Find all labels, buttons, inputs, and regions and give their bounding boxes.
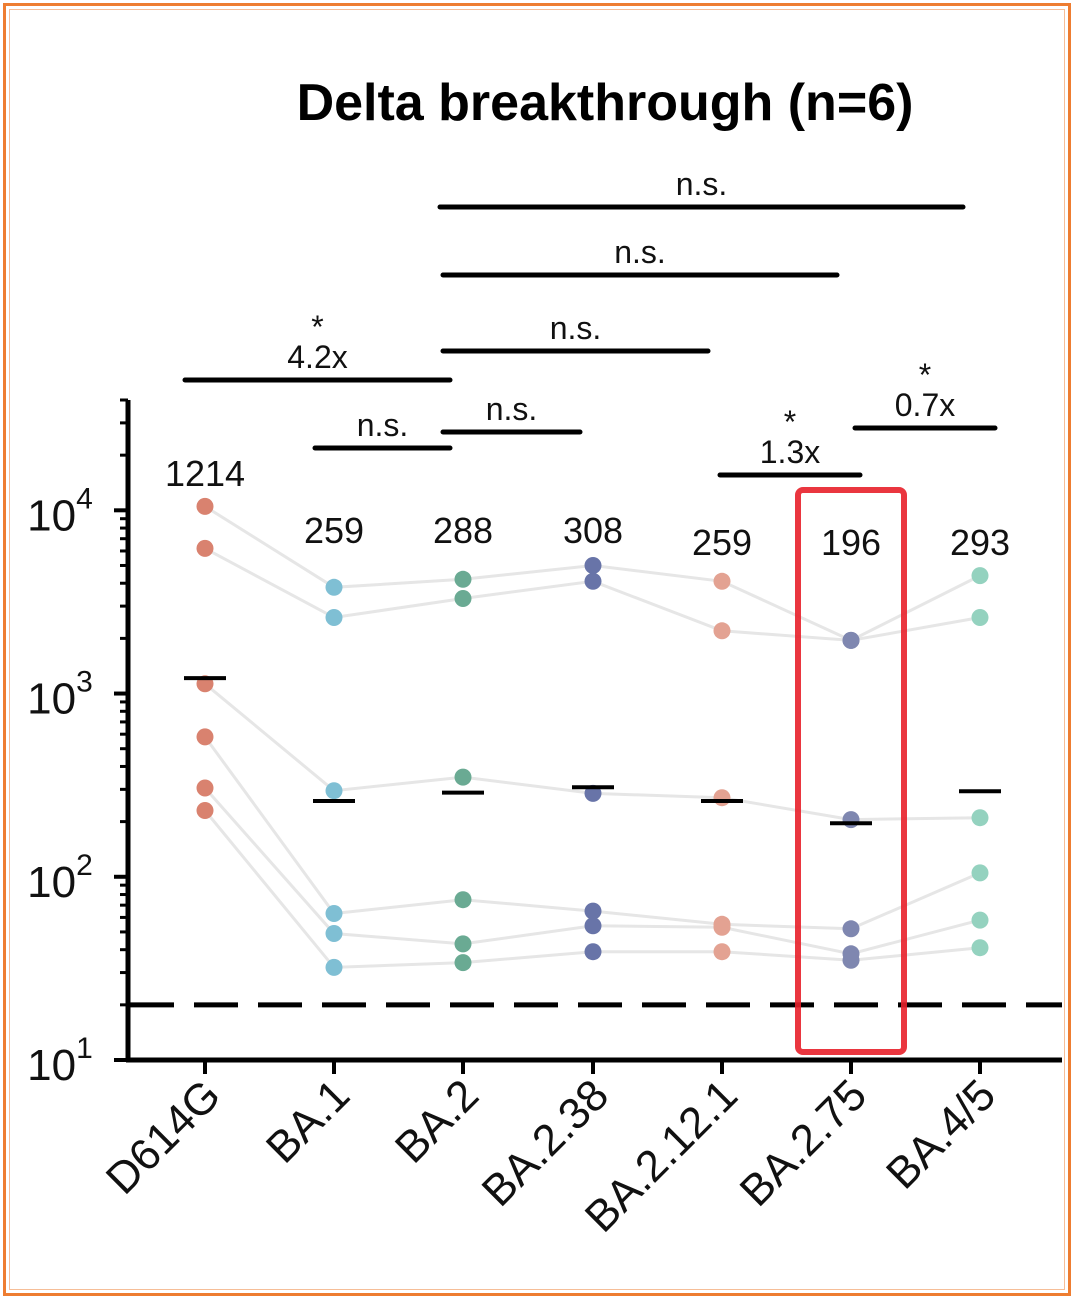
data-point [713, 918, 731, 936]
highlight-rect [795, 487, 907, 1055]
geomean-label: 308 [563, 510, 623, 551]
data-point [584, 572, 602, 590]
comparison-label: 4.2x [287, 339, 347, 375]
x-tick-label: BA.1 [257, 1070, 359, 1172]
x-tick-label: BA.4/5 [877, 1070, 1005, 1198]
data-point [584, 557, 602, 574]
comparison-label: n.s. [550, 310, 602, 346]
data-point [325, 609, 343, 626]
significance-star: * [919, 357, 931, 393]
data-point [713, 943, 731, 961]
data-point [713, 789, 731, 807]
data-point [325, 925, 343, 942]
significance-star: * [311, 309, 323, 345]
data-point [325, 905, 343, 922]
data-point [971, 809, 989, 827]
comparison-label: 1.3x [760, 434, 820, 470]
inner-frame [9, 9, 1065, 1290]
data-point [971, 939, 989, 957]
data-point [454, 954, 472, 972]
geomean-label: 1214 [165, 453, 245, 494]
data-point [325, 578, 343, 596]
data-point [196, 497, 214, 515]
data-point [196, 779, 214, 797]
data-point [454, 768, 472, 786]
data-point [196, 802, 214, 819]
data-point [584, 902, 602, 920]
y-tick-label: 103 [27, 666, 93, 724]
data-point [196, 728, 214, 746]
data-point [454, 891, 472, 909]
data-point [842, 951, 860, 969]
geomean-label: 288 [433, 510, 493, 551]
comparison-label: n.s. [676, 166, 728, 202]
geomean-label: 259 [692, 522, 752, 563]
highlight-box [795, 487, 907, 1055]
data-point [713, 622, 731, 640]
geomean-labels: 1214 259 288 308 259 196 293 [165, 453, 1010, 563]
data-point [325, 782, 343, 800]
data-point [971, 864, 989, 882]
subject-line [203, 736, 981, 931]
y-tick-label: 104 [27, 482, 93, 540]
data-point [584, 917, 602, 935]
comparison-label: n.s. [614, 234, 666, 270]
data-point [584, 943, 602, 961]
x-tick-label: D614G [97, 1070, 230, 1203]
x-tick-label: BA.2 [386, 1070, 488, 1172]
data-point [842, 920, 860, 938]
data-point [971, 609, 989, 626]
data-point [325, 958, 343, 976]
geomean-bars [184, 676, 1001, 826]
data-points [196, 497, 989, 976]
comparison-label: n.s. [486, 391, 538, 427]
comparison-label: n.s. [357, 407, 409, 443]
chart-title: Delta breakthrough (n=6) [297, 74, 914, 132]
data-point [454, 935, 472, 953]
data-point [842, 631, 860, 649]
data-point [971, 567, 989, 585]
data-point [196, 539, 214, 557]
y-tick-label: 101 [27, 1032, 93, 1090]
significance-star: * [784, 404, 796, 440]
data-point [454, 590, 472, 607]
data-point [842, 811, 860, 829]
comparison-brackets: 4.2x*n.s. n.s.n.s.n.s.n.s.1.3x* 0.7x* [182, 166, 998, 478]
y-tick-label: 102 [27, 849, 93, 907]
geomean-label: 259 [304, 510, 364, 551]
x-tick-label: BA.2.75 [731, 1070, 876, 1215]
comparison-label: 0.7x [895, 387, 955, 423]
geomean-label: 293 [950, 522, 1010, 563]
data-point [971, 911, 989, 929]
outer-frame [3, 3, 1071, 1296]
data-point [454, 570, 472, 588]
geomean-label: 196 [821, 522, 881, 563]
data-point [713, 572, 731, 590]
